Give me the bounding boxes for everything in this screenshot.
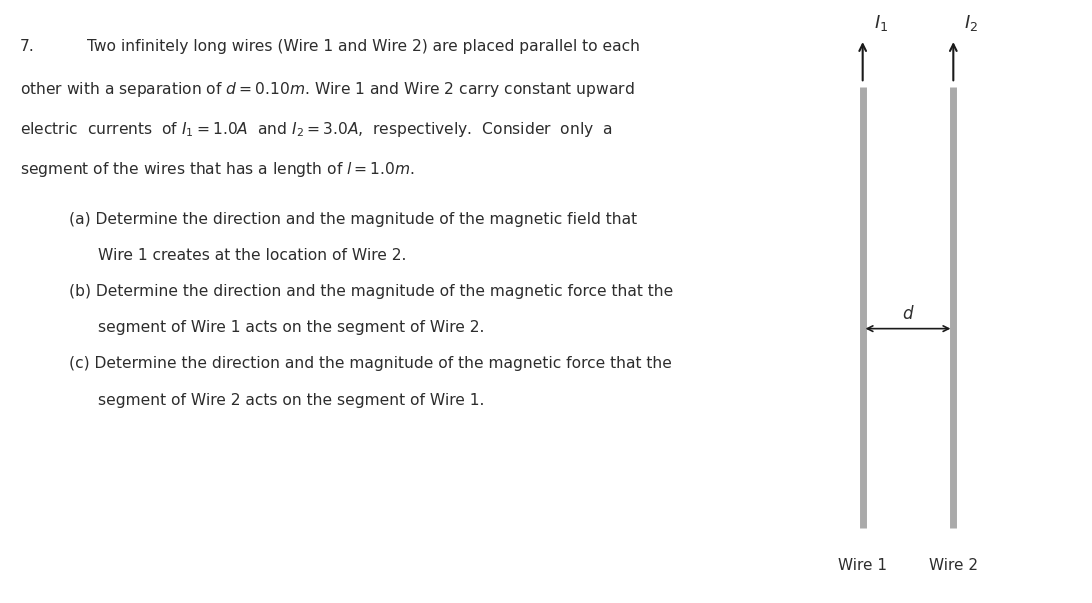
Text: $d$: $d$ [902,305,915,323]
Text: segment of Wire 1 acts on the segment of Wire 2.: segment of Wire 1 acts on the segment of… [98,320,485,335]
Text: electric  currents  of $I_1 = 1.0A$  and $I_2 = 3.0A$,  respectively.  Consider : electric currents of $I_1 = 1.0A$ and $I… [20,120,613,139]
Text: (a) Determine the direction and the magnitude of the magnetic field that: (a) Determine the direction and the magn… [69,212,637,227]
Text: Two infinitely long wires (Wire 1 and Wire 2) are placed parallel to each: Two infinitely long wires (Wire 1 and Wi… [87,39,640,54]
Text: (c) Determine the direction and the magnitude of the magnetic force that the: (c) Determine the direction and the magn… [69,356,672,371]
Text: $I_1$: $I_1$ [874,13,888,33]
Text: $I_2$: $I_2$ [964,13,978,33]
Text: segment of the wires that has a length of $l = 1.0m$.: segment of the wires that has a length o… [20,160,414,180]
Text: 7.: 7. [20,39,35,54]
Text: Wire 2: Wire 2 [929,558,977,573]
Text: (b) Determine the direction and the magnitude of the magnetic force that the: (b) Determine the direction and the magn… [69,284,673,299]
Text: other with a separation of $d = 0.10m$. Wire 1 and Wire 2 carry constant upward: other with a separation of $d = 0.10m$. … [20,80,634,99]
Text: Wire 1: Wire 1 [839,558,887,573]
Text: segment of Wire 2 acts on the segment of Wire 1.: segment of Wire 2 acts on the segment of… [98,393,485,408]
Text: Wire 1 creates at the location of Wire 2.: Wire 1 creates at the location of Wire 2… [98,248,406,263]
